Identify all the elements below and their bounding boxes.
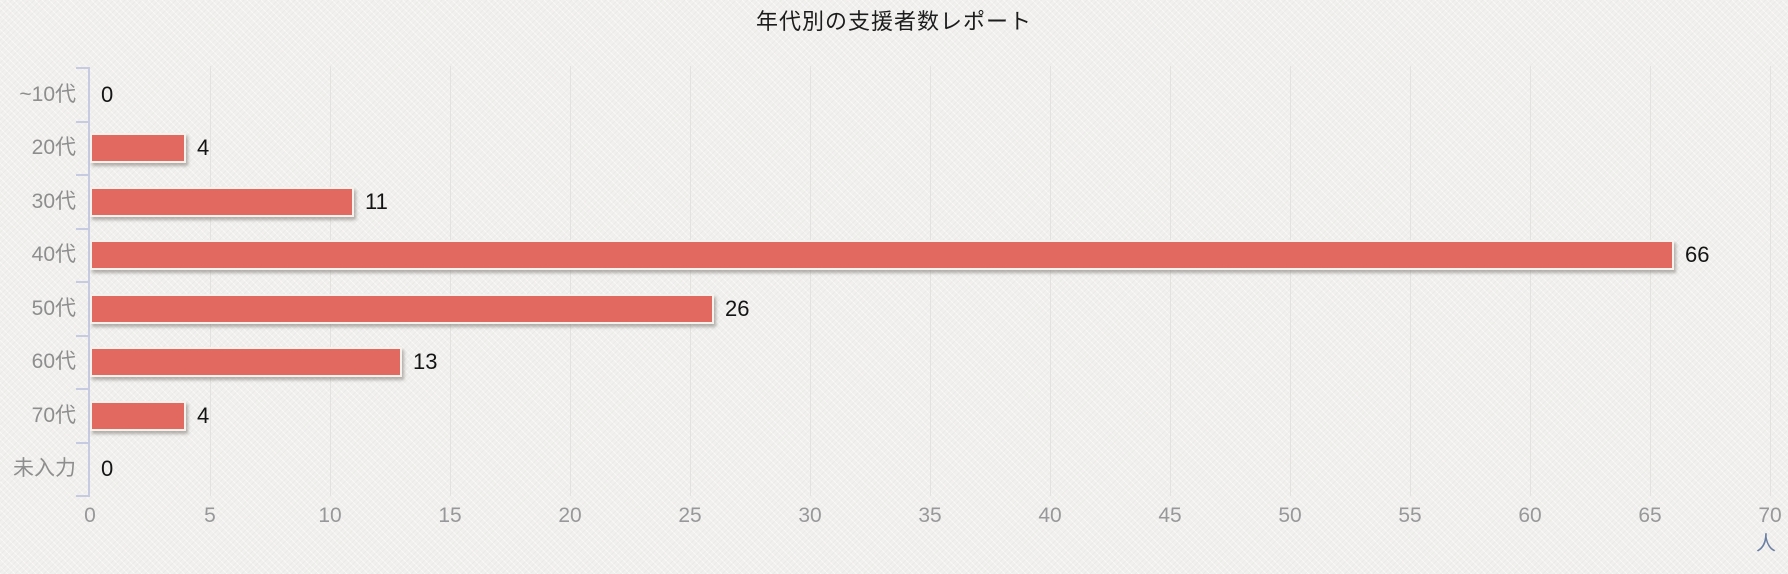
category-label: 30代 [31,189,76,213]
x-tick-label: 65 [1638,504,1662,527]
gridline [930,66,931,496]
y-axis-tick [76,495,90,497]
x-tick-label: 0 [84,504,96,527]
x-tick-label: 45 [1158,504,1182,527]
category-label: 20代 [31,136,76,160]
y-axis-tick [76,67,90,69]
bar [90,186,354,217]
gridline [1170,66,1171,496]
category-label: 70代 [31,403,76,427]
y-axis-tick [76,441,90,444]
x-tick-label: 70 [1758,504,1782,527]
x-tick-label: 25 [678,504,702,527]
value-label: 0 [101,456,114,482]
x-tick-label: 30 [798,504,822,527]
bar [90,240,1674,271]
x-tick-label: 60 [1518,504,1542,527]
gridline [1530,66,1531,496]
gridline [1410,66,1411,496]
value-label: 13 [413,349,438,375]
gridline [1770,66,1771,496]
gridline [1290,66,1291,496]
value-label: 4 [197,135,210,161]
gridline [1650,66,1651,496]
y-axis-tick [76,120,90,123]
category-label: 60代 [31,350,76,374]
y-axis-tick [76,388,90,390]
x-tick-label: 15 [438,504,462,527]
gridline [690,66,691,496]
category-label: ~10代 [19,82,76,106]
category-label: 未入力 [13,457,76,481]
x-tick-label: 40 [1038,504,1062,527]
y-axis-tick [76,174,90,176]
x-tick-label: 50 [1278,504,1302,527]
value-label: 0 [101,81,114,107]
bar [90,347,402,378]
category-label: 40代 [31,243,76,267]
value-label: 11 [365,188,388,214]
x-tick-label: 35 [918,504,942,527]
gridline [570,66,571,496]
value-label: 66 [1685,242,1710,268]
gridline [1050,66,1051,496]
x-tick-label: 5 [204,504,216,527]
x-tick-label: 10 [318,504,342,527]
category-label: 50代 [31,296,76,320]
gridline [450,66,451,496]
bar [90,133,186,164]
y-axis-tick [76,334,90,337]
gridline [810,66,811,496]
x-tick-label: 20 [558,504,582,527]
y-axis-tick [76,281,90,283]
y-axis-tick [76,227,90,230]
gridline [330,66,331,496]
gridline [210,66,211,496]
bar [90,400,186,431]
value-label: 4 [197,402,210,428]
value-label: 26 [725,295,750,321]
x-tick-label: 55 [1398,504,1422,527]
x-axis-unit-label: 人 [1756,533,1776,555]
chart-title: 年代別の支援者数レポート [755,9,1032,34]
bar [90,293,714,324]
